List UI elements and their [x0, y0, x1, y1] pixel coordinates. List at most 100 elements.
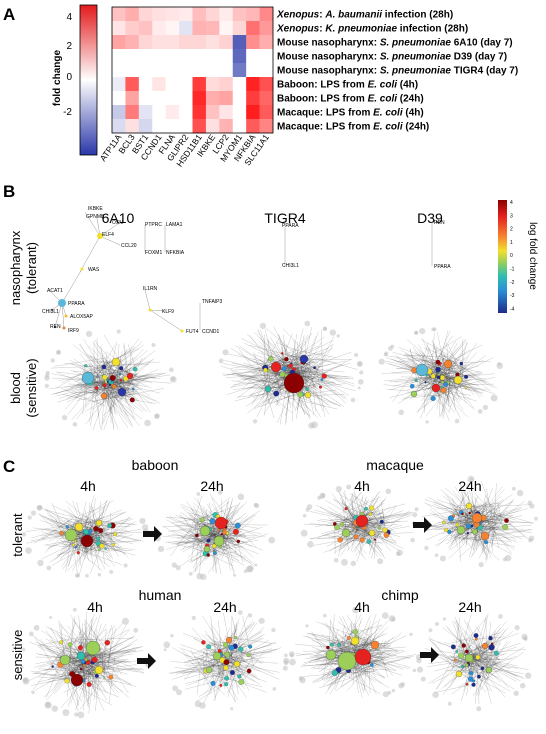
arrow-macaque: [413, 517, 432, 533]
heatmap-cell: [179, 105, 193, 120]
heatmap-cell: [179, 7, 193, 22]
heatmap-cell: [152, 21, 166, 36]
heatmap-grid: [112, 7, 274, 134]
heatmap-cell: [259, 63, 274, 78]
heatmap-column-labels: ATP11ABCL3BST1CCND1FLNAGLIPR2HSD11B1IKBK…: [98, 132, 271, 168]
hairball-human-4h: [20, 607, 152, 719]
heatmap-cell: [219, 91, 234, 106]
panel-c-label: C: [3, 457, 15, 476]
gene-label-6a10: OSM: [112, 220, 123, 226]
time-macaque-24h: 24h: [458, 478, 481, 494]
heatmap-border: [111, 6, 274, 134]
network-colorbar-tick: 3: [510, 213, 513, 219]
heatmap-row-label: Baboon: LPS from E. coli (4h): [277, 80, 418, 91]
arrow-human: [137, 653, 156, 669]
heatmap-cell: [112, 77, 126, 92]
gene-label-6a10: CHI3L1: [42, 309, 59, 315]
heatmap-cell: [232, 35, 247, 50]
hairball-human-24h: [163, 610, 290, 711]
heatmap-cell: [219, 49, 234, 64]
network-colorbar-title: log fold change: [527, 222, 538, 290]
column-tigr4: TIGR4: [264, 210, 305, 226]
heatmap-cell: [165, 21, 180, 36]
species-chimp: chimp: [381, 587, 419, 603]
gene-label-6a10: GPNMB: [86, 214, 105, 220]
hairball-tigr4-blood: [218, 320, 364, 429]
heatmap-cell: [219, 77, 234, 92]
heatmap-cell: [112, 119, 126, 134]
heatmap-cell: [138, 63, 153, 78]
heatmap-cell: [112, 35, 126, 50]
network-colorbar: 4 3 2 1 0 -1 -2 -3 -4 log fold change: [498, 200, 538, 313]
heatmap-cell: [259, 49, 274, 64]
heatmap-cell: [138, 77, 153, 92]
heatmap-cell: [205, 91, 220, 106]
gene-label-tigr4: CHI3L1: [282, 263, 299, 269]
hairball-baboon-4h: [21, 495, 149, 578]
heatmap-row-label: Mouse nasopharynx: S. pneumoniae 6A10 (d…: [277, 38, 513, 49]
heatmap-cell: [125, 49, 140, 64]
heatmap-cell: [192, 77, 207, 92]
hairball-macaque-4h: [300, 484, 415, 567]
heatmap-cell: [192, 35, 207, 50]
network-colorbar-tick: -3: [510, 293, 515, 299]
gene-label-tigr4: PPARA: [282, 223, 299, 229]
gene-label-d39: PPARA: [434, 264, 451, 270]
heatmap-cell: [179, 63, 193, 78]
heatmap-cell: [205, 7, 220, 22]
hairball-baboon-24h: [155, 489, 276, 581]
heatmap-cell: [125, 105, 140, 120]
heatmap-cell: [138, 105, 153, 120]
heatmap-cell: [232, 105, 247, 120]
network-colorbar-tick: 2: [510, 227, 513, 233]
heatmap-cell: [165, 63, 180, 78]
network-colorbar-tick: -1: [510, 267, 515, 273]
network-colorbar-tick: 1: [510, 240, 513, 246]
heatmap-cell: [192, 105, 207, 120]
colorbar-tick: -2: [63, 107, 72, 118]
colorbar-tick: 0: [66, 72, 72, 83]
time-baboon-4h: 4h: [80, 478, 96, 494]
row-label-nasopharynx: nasopharynx: [8, 230, 23, 305]
heatmap-cell: [219, 105, 234, 120]
gene-label-6a10: IL1RN: [143, 286, 158, 292]
heatmap-cell: [152, 77, 166, 92]
heatmap-cell: [152, 49, 166, 64]
species-human: human: [139, 587, 182, 603]
heatmap-cell: [125, 63, 140, 78]
row-label-sensitive: (sensitive): [24, 358, 39, 417]
heatmap-cell: [259, 119, 274, 134]
heatmap-cell: [165, 105, 180, 120]
heatmap-cell: [259, 21, 274, 36]
heatmap-cell: [259, 105, 274, 120]
heatmap-cell: [112, 49, 126, 64]
heatmap-cell: [125, 21, 140, 36]
heatmap-row-labels: Xenopus: A. baumanii infection (28h) Xeno…: [276, 10, 518, 133]
heatmap-cell: [232, 7, 247, 22]
heatmap-cell: [125, 35, 140, 50]
time-human-4h: 4h: [87, 599, 103, 615]
heatmap-cell: [232, 91, 247, 106]
row-label-tolerant: (tolerant): [24, 242, 39, 294]
column-d39: D39: [417, 210, 443, 226]
heatmap-cell: [152, 119, 166, 134]
heatmap-cell: [232, 77, 247, 92]
heatmap-cell: [219, 35, 234, 50]
heatmap-colorbar: 4 2 0 -2 fold change: [52, 4, 98, 156]
heatmap-cell: [205, 63, 220, 78]
heatmap-cell: [179, 35, 193, 50]
heatmap-cell: [205, 77, 220, 92]
colorbar-title: fold change: [52, 50, 63, 107]
heatmap-cell: [165, 77, 180, 92]
gene-label-6a10: TNFAIP3: [202, 299, 223, 305]
heatmap-cell: [259, 35, 274, 50]
arrows: [137, 517, 439, 669]
arrow-baboon: [143, 526, 162, 542]
heatmap-cell: [232, 63, 247, 78]
heatmap-cell: [165, 119, 180, 134]
heatmap-cell: [138, 91, 153, 106]
heatmap-cell: [112, 105, 126, 120]
row-label-c-sensitive: sensitive: [10, 630, 25, 681]
heatmap-cell: [112, 21, 126, 36]
hairball-chimp-4h: [289, 606, 417, 698]
